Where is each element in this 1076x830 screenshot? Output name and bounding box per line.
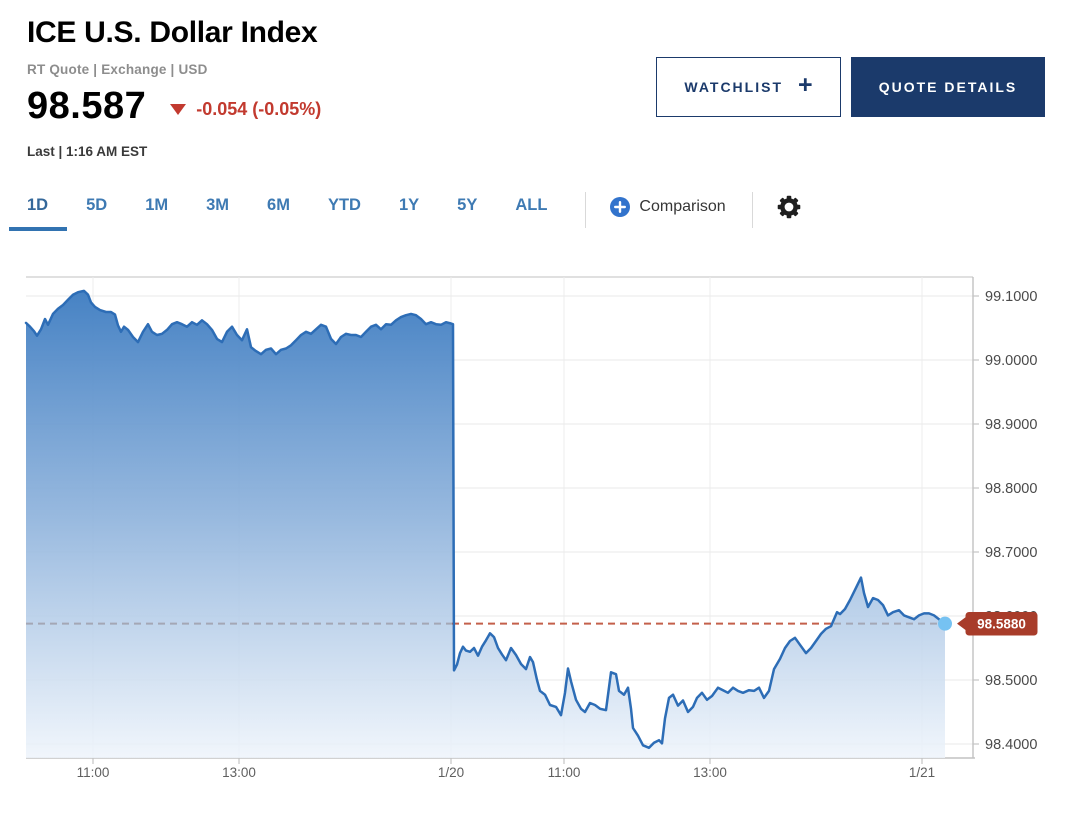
- comparison-button[interactable]: Comparison: [610, 197, 726, 217]
- x-axis-label: 13:00: [693, 765, 727, 780]
- toolbar-divider: [585, 192, 587, 228]
- range-tab-6m[interactable]: 6M: [267, 196, 290, 214]
- range-tab-3m[interactable]: 3M: [206, 196, 230, 214]
- price-chart[interactable]: 99.100099.000098.900098.800098.700098.60…: [0, 265, 1076, 815]
- watchlist-button[interactable]: WATCHLIST +: [656, 57, 841, 117]
- page-title: ICE U.S. Dollar Index: [27, 16, 318, 49]
- gear-icon: [777, 195, 800, 219]
- chart-toolbar: 1D 5D 1M 3M 6M YTD 1Y 5Y ALL Comparison: [27, 192, 801, 236]
- price-change-text: -0.054 (-0.05%): [196, 99, 322, 119]
- y-axis-label: 99.1000: [985, 289, 1037, 305]
- badge-body: [965, 611, 1038, 636]
- price-line: [24, 289, 947, 750]
- range-tab-1y[interactable]: 1Y: [398, 196, 420, 214]
- range-tab-1m[interactable]: 1M: [145, 196, 169, 214]
- y-axis-label: 98.7000: [985, 545, 1037, 561]
- area-fill: [26, 290, 945, 758]
- add-comparison-icon: [610, 197, 631, 217]
- last-price-dot: [938, 616, 952, 631]
- range-tab-5y[interactable]: 5Y: [457, 196, 478, 214]
- x-axis-label: 1/20: [438, 765, 464, 780]
- quote-details-button[interactable]: QUOTE DETAILS: [851, 57, 1045, 117]
- range-tab-all[interactable]: ALL: [515, 196, 548, 214]
- range-tab-1d[interactable]: 1D: [27, 192, 48, 231]
- range-tab-ytd[interactable]: YTD: [327, 196, 361, 214]
- x-axis-label: 13:00: [222, 765, 256, 780]
- range-tabs: 1D 5D 1M 3M 6M YTD 1Y 5Y ALL: [27, 192, 585, 231]
- price-change: -0.054 (-0.05%): [170, 99, 321, 120]
- last-price-badge: 98.5880: [957, 611, 1038, 636]
- y-axis-label: 98.5000: [985, 673, 1037, 689]
- toolbar-divider: [751, 192, 753, 228]
- quote-details-button-label: QUOTE DETAILS: [878, 79, 1018, 95]
- comparison-label: Comparison: [639, 198, 726, 215]
- y-axis-label: 98.4000: [985, 737, 1037, 753]
- plus-icon: +: [798, 71, 813, 99]
- quote-meta: RT Quote | Exchange | USD: [27, 62, 208, 77]
- y-axis-label: 98.8000: [985, 481, 1037, 497]
- range-tab-5d[interactable]: 5D: [86, 196, 108, 214]
- x-axis-label: 1/21: [909, 765, 935, 780]
- x-axis-label: 11:00: [548, 765, 581, 780]
- badge-label: 98.5880: [977, 616, 1026, 631]
- y-axis-label: 99.0000: [985, 353, 1037, 369]
- chart-container[interactable]: 99.100099.000098.900098.800098.700098.60…: [0, 265, 1076, 815]
- last-timestamp: Last | 1:16 AM EST: [27, 144, 148, 159]
- chart-settings-button[interactable]: [777, 195, 801, 222]
- watchlist-button-label: WATCHLIST: [684, 79, 783, 95]
- y-axis-label: 98.9000: [985, 417, 1037, 433]
- last-price: 98.587: [27, 85, 147, 127]
- x-axis-label: 11:00: [77, 765, 110, 780]
- badge-arrow: [957, 616, 967, 632]
- price-row: 98.587 -0.054 (-0.05%): [27, 85, 321, 128]
- down-arrow-icon: [170, 104, 187, 115]
